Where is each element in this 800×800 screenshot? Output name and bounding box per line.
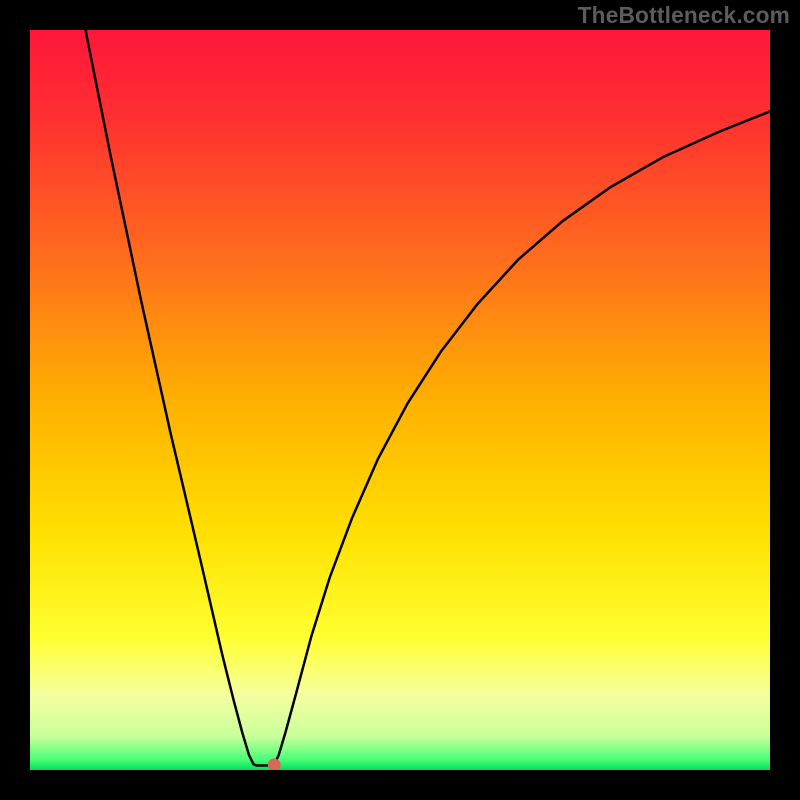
chart-stage: TheBottleneck.com [0,0,800,800]
bottleneck-chart [0,0,800,800]
plot-background [30,30,770,770]
optimum-marker [268,758,281,771]
watermark-text: TheBottleneck.com [578,2,790,29]
